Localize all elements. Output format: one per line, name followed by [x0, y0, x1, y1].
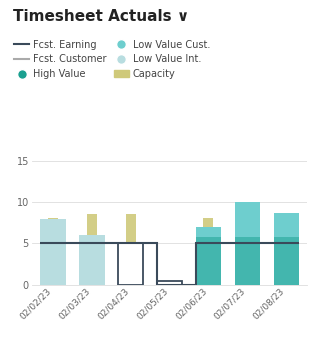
- Bar: [157, 281, 182, 285]
- Bar: [196, 237, 221, 285]
- Bar: [242, 217, 252, 285]
- Legend: Fcst. Earning, Fcst. Customer, High Value, Low Value Cust., Low Value Int., Capa: Fcst. Earning, Fcst. Customer, High Valu…: [14, 40, 210, 79]
- Bar: [126, 214, 136, 285]
- Bar: [87, 214, 97, 285]
- Bar: [274, 213, 299, 285]
- Bar: [235, 237, 260, 285]
- Bar: [79, 235, 105, 285]
- Text: Timesheet Actuals ∨: Timesheet Actuals ∨: [13, 9, 189, 24]
- Bar: [235, 202, 260, 285]
- Bar: [274, 237, 299, 285]
- Bar: [48, 218, 58, 285]
- Bar: [118, 243, 143, 285]
- Bar: [281, 216, 291, 285]
- Bar: [196, 227, 221, 285]
- Bar: [41, 219, 66, 285]
- Bar: [204, 218, 213, 285]
